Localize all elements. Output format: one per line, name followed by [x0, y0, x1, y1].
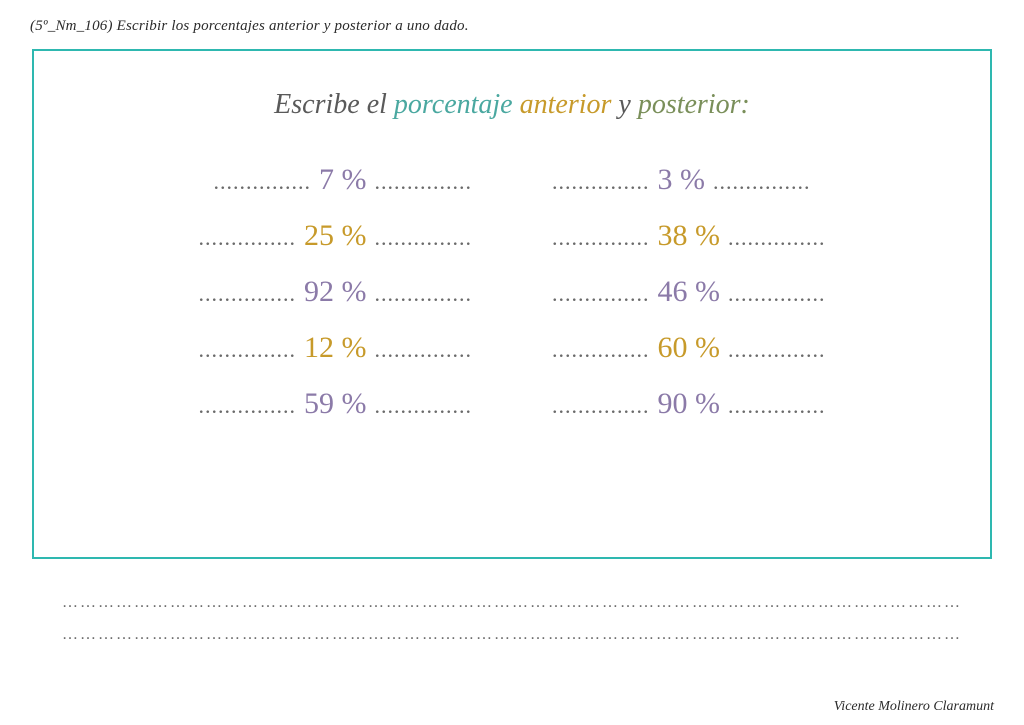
title-part-2: porcentaje — [394, 89, 520, 120]
title-part-4: y — [618, 89, 637, 120]
blank-before: ............... — [199, 281, 297, 307]
answer-line-2: …………………………………………………………………………………………………………… — [62, 619, 962, 651]
blank-before: ............... — [199, 337, 297, 363]
blank-after: ............... — [713, 169, 811, 195]
percentage-value: 12 % — [296, 331, 375, 365]
blank-after: ............... — [375, 337, 473, 363]
exercise-cell: ...............38 %............... — [552, 219, 826, 253]
percentage-value: 3 % — [650, 163, 714, 197]
blank-before: ............... — [552, 225, 650, 251]
percentage-value: 25 % — [296, 219, 375, 253]
exercise-cell: ...............59 %............... — [199, 387, 473, 421]
exercise-row: ...............7 %......................… — [84, 163, 940, 197]
percentage-value: 60 % — [650, 331, 729, 365]
exercise-row: ...............59 %.....................… — [84, 387, 940, 421]
blank-before: ............... — [552, 337, 650, 363]
exercise-cell: ...............46 %............... — [552, 275, 826, 309]
blank-before: ............... — [199, 225, 297, 251]
exercise-row: ...............12 %.....................… — [84, 331, 940, 365]
percentage-value: 59 % — [296, 387, 375, 421]
blank-before: ............... — [552, 281, 650, 307]
blank-before: ............... — [552, 393, 650, 419]
blank-after: ............... — [728, 225, 826, 251]
answer-line-1: …………………………………………………………………………………………………………… — [62, 587, 962, 619]
worksheet-header: (5º_Nm_106) Escribir los porcentajes ant… — [30, 18, 994, 35]
blank-after: ............... — [728, 281, 826, 307]
exercise-rows: ...............7 %......................… — [84, 163, 940, 421]
title-part-5: posterior: — [638, 89, 750, 120]
title-part-3: anterior — [520, 89, 619, 120]
blank-before: ............... — [214, 169, 312, 195]
exercise-cell: ...............92 %............... — [199, 275, 473, 309]
blank-after: ............... — [375, 225, 473, 251]
percentage-value: 7 % — [311, 163, 375, 197]
percentage-value: 46 % — [650, 275, 729, 309]
answer-lines: …………………………………………………………………………………………………………… — [62, 587, 962, 651]
exercise-box: Escribe el porcentaje anterior y posteri… — [32, 49, 992, 559]
blank-after: ............... — [375, 281, 473, 307]
blank-after: ............... — [375, 393, 473, 419]
exercise-cell: ...............60 %............... — [552, 331, 826, 365]
title-part-1: Escribe el — [274, 89, 394, 120]
exercise-row: ...............25 %.....................… — [84, 219, 940, 253]
exercise-cell: ...............7 %............... — [214, 163, 473, 197]
exercise-cell: ...............25 %............... — [199, 219, 473, 253]
percentage-value: 90 % — [650, 387, 729, 421]
percentage-value: 92 % — [296, 275, 375, 309]
blank-before: ............... — [199, 393, 297, 419]
exercise-cell: ...............90 %............... — [552, 387, 826, 421]
blank-after: ............... — [728, 393, 826, 419]
exercise-title: Escribe el porcentaje anterior y posteri… — [84, 89, 940, 121]
blank-before: ............... — [552, 169, 650, 195]
author-credit: Vicente Molinero Claramunt — [834, 699, 994, 715]
blank-after: ............... — [728, 337, 826, 363]
exercise-cell: ...............3 %............... — [552, 163, 811, 197]
exercise-cell: ...............12 %............... — [199, 331, 473, 365]
percentage-value: 38 % — [650, 219, 729, 253]
exercise-row: ...............92 %.....................… — [84, 275, 940, 309]
blank-after: ............... — [375, 169, 473, 195]
